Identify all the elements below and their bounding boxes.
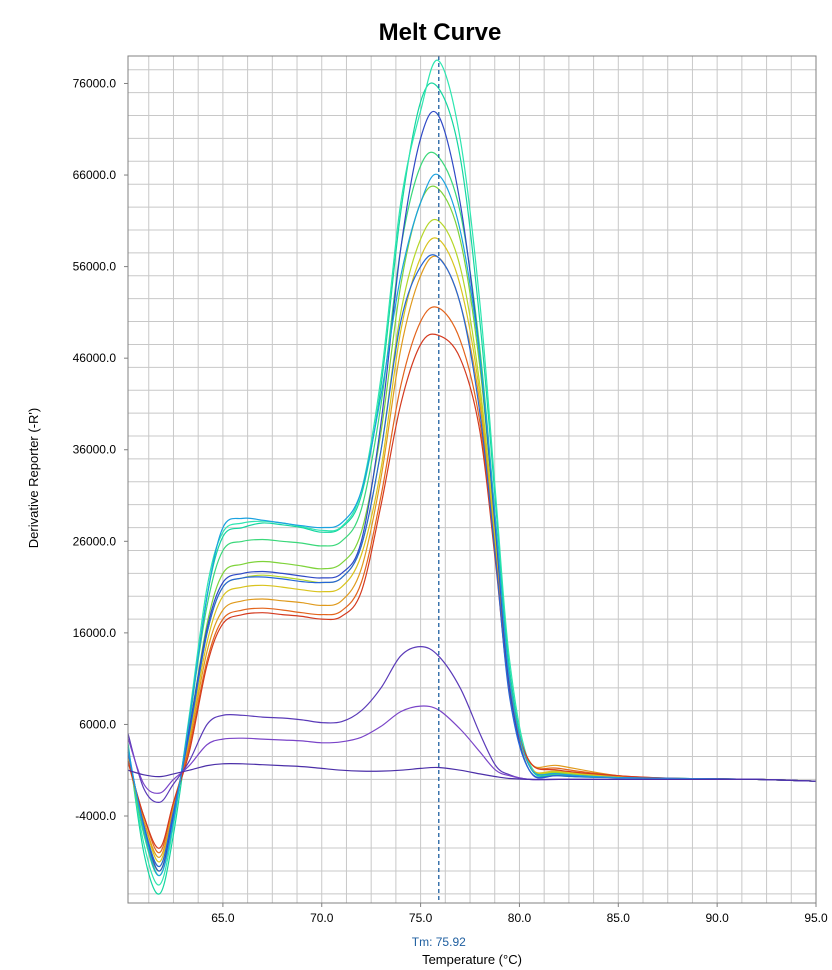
grid-lines (128, 56, 817, 903)
x-tick-label: 65.0 (211, 911, 235, 925)
y-tick-label: 46000.0 (73, 351, 117, 365)
y-tick-label: 66000.0 (73, 168, 117, 182)
x-axis-label: Temperature (°C) (422, 952, 522, 967)
y-axis-ticks: -4000.0 6000.0 16000.0 26000.0 36000.0 46000.… (73, 76, 128, 823)
melt-curve-series (127, 255, 817, 858)
x-tick-label: 95.0 (804, 911, 828, 925)
y-tick-label: 36000.0 (73, 443, 117, 457)
y-tick-label: 6000.0 (79, 717, 116, 731)
y-axis-label: Derivative Reporter (-R') (26, 408, 41, 548)
y-tick-label: 16000.0 (73, 626, 117, 640)
y-tick-label: 76000.0 (73, 76, 117, 90)
x-tick-label: 75.0 (409, 911, 433, 925)
y-tick-label: 26000.0 (73, 534, 117, 548)
x-tick-label: 85.0 (607, 911, 631, 925)
x-tick-label: 90.0 (705, 911, 729, 925)
tm-marker: Tm: 75.92 (412, 56, 466, 949)
tm-label: Tm: 75.92 (412, 935, 466, 949)
melt-curve-series (127, 173, 817, 877)
melt-curve-series (127, 333, 817, 849)
chart-title: Melt Curve (379, 19, 502, 46)
melt-curve-series (127, 59, 817, 886)
plot-frame (127, 55, 817, 904)
melt-curve-series (127, 254, 817, 867)
y-tick-label: -4000.0 (75, 809, 116, 823)
melt-curve-series (127, 705, 817, 794)
melt-curve-series (127, 763, 817, 782)
y-tick-label: 56000.0 (73, 260, 117, 274)
series-layer (127, 59, 817, 895)
x-tick-label: 80.0 (508, 911, 532, 925)
x-tick-label: 70.0 (310, 911, 334, 925)
melt-curve-series (127, 151, 817, 877)
x-axis-ticks: 65.0 70.0 75.0 80.0 85.0 90.0 95.0 (211, 903, 828, 925)
